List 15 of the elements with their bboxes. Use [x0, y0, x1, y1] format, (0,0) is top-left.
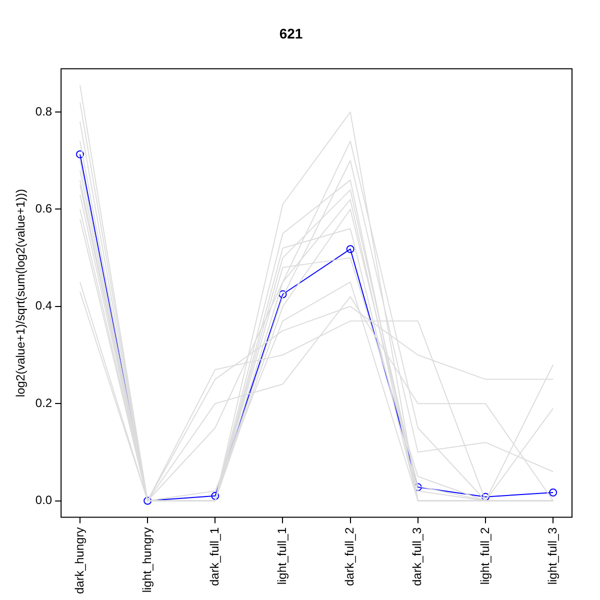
y-tick-label: 0.4: [35, 298, 52, 313]
x-tick-label: light_full_1: [275, 526, 290, 585]
y-tick-label: 0.2: [35, 396, 52, 410]
x-tick-label: dark_hungry: [72, 527, 86, 594]
x-tick-label: light_full_2: [478, 526, 492, 585]
x-tick-label: light_hungry: [140, 527, 154, 593]
chart-title: 621: [279, 25, 303, 42]
x-tick-label: dark_full_2: [342, 526, 357, 586]
y-tick-label: 0.8: [35, 104, 52, 118]
y-tick-label: 0.6: [35, 202, 52, 216]
x-tick-label: dark_full_1: [207, 526, 222, 586]
y-tick-label: 0.0: [35, 493, 52, 508]
x-tick-label: dark_full_3: [410, 526, 424, 586]
y-axis-title: log2(value+1)/sqrt(sum(log2(value+1))): [14, 189, 28, 398]
x-tick-label: light_full_3: [545, 526, 560, 585]
